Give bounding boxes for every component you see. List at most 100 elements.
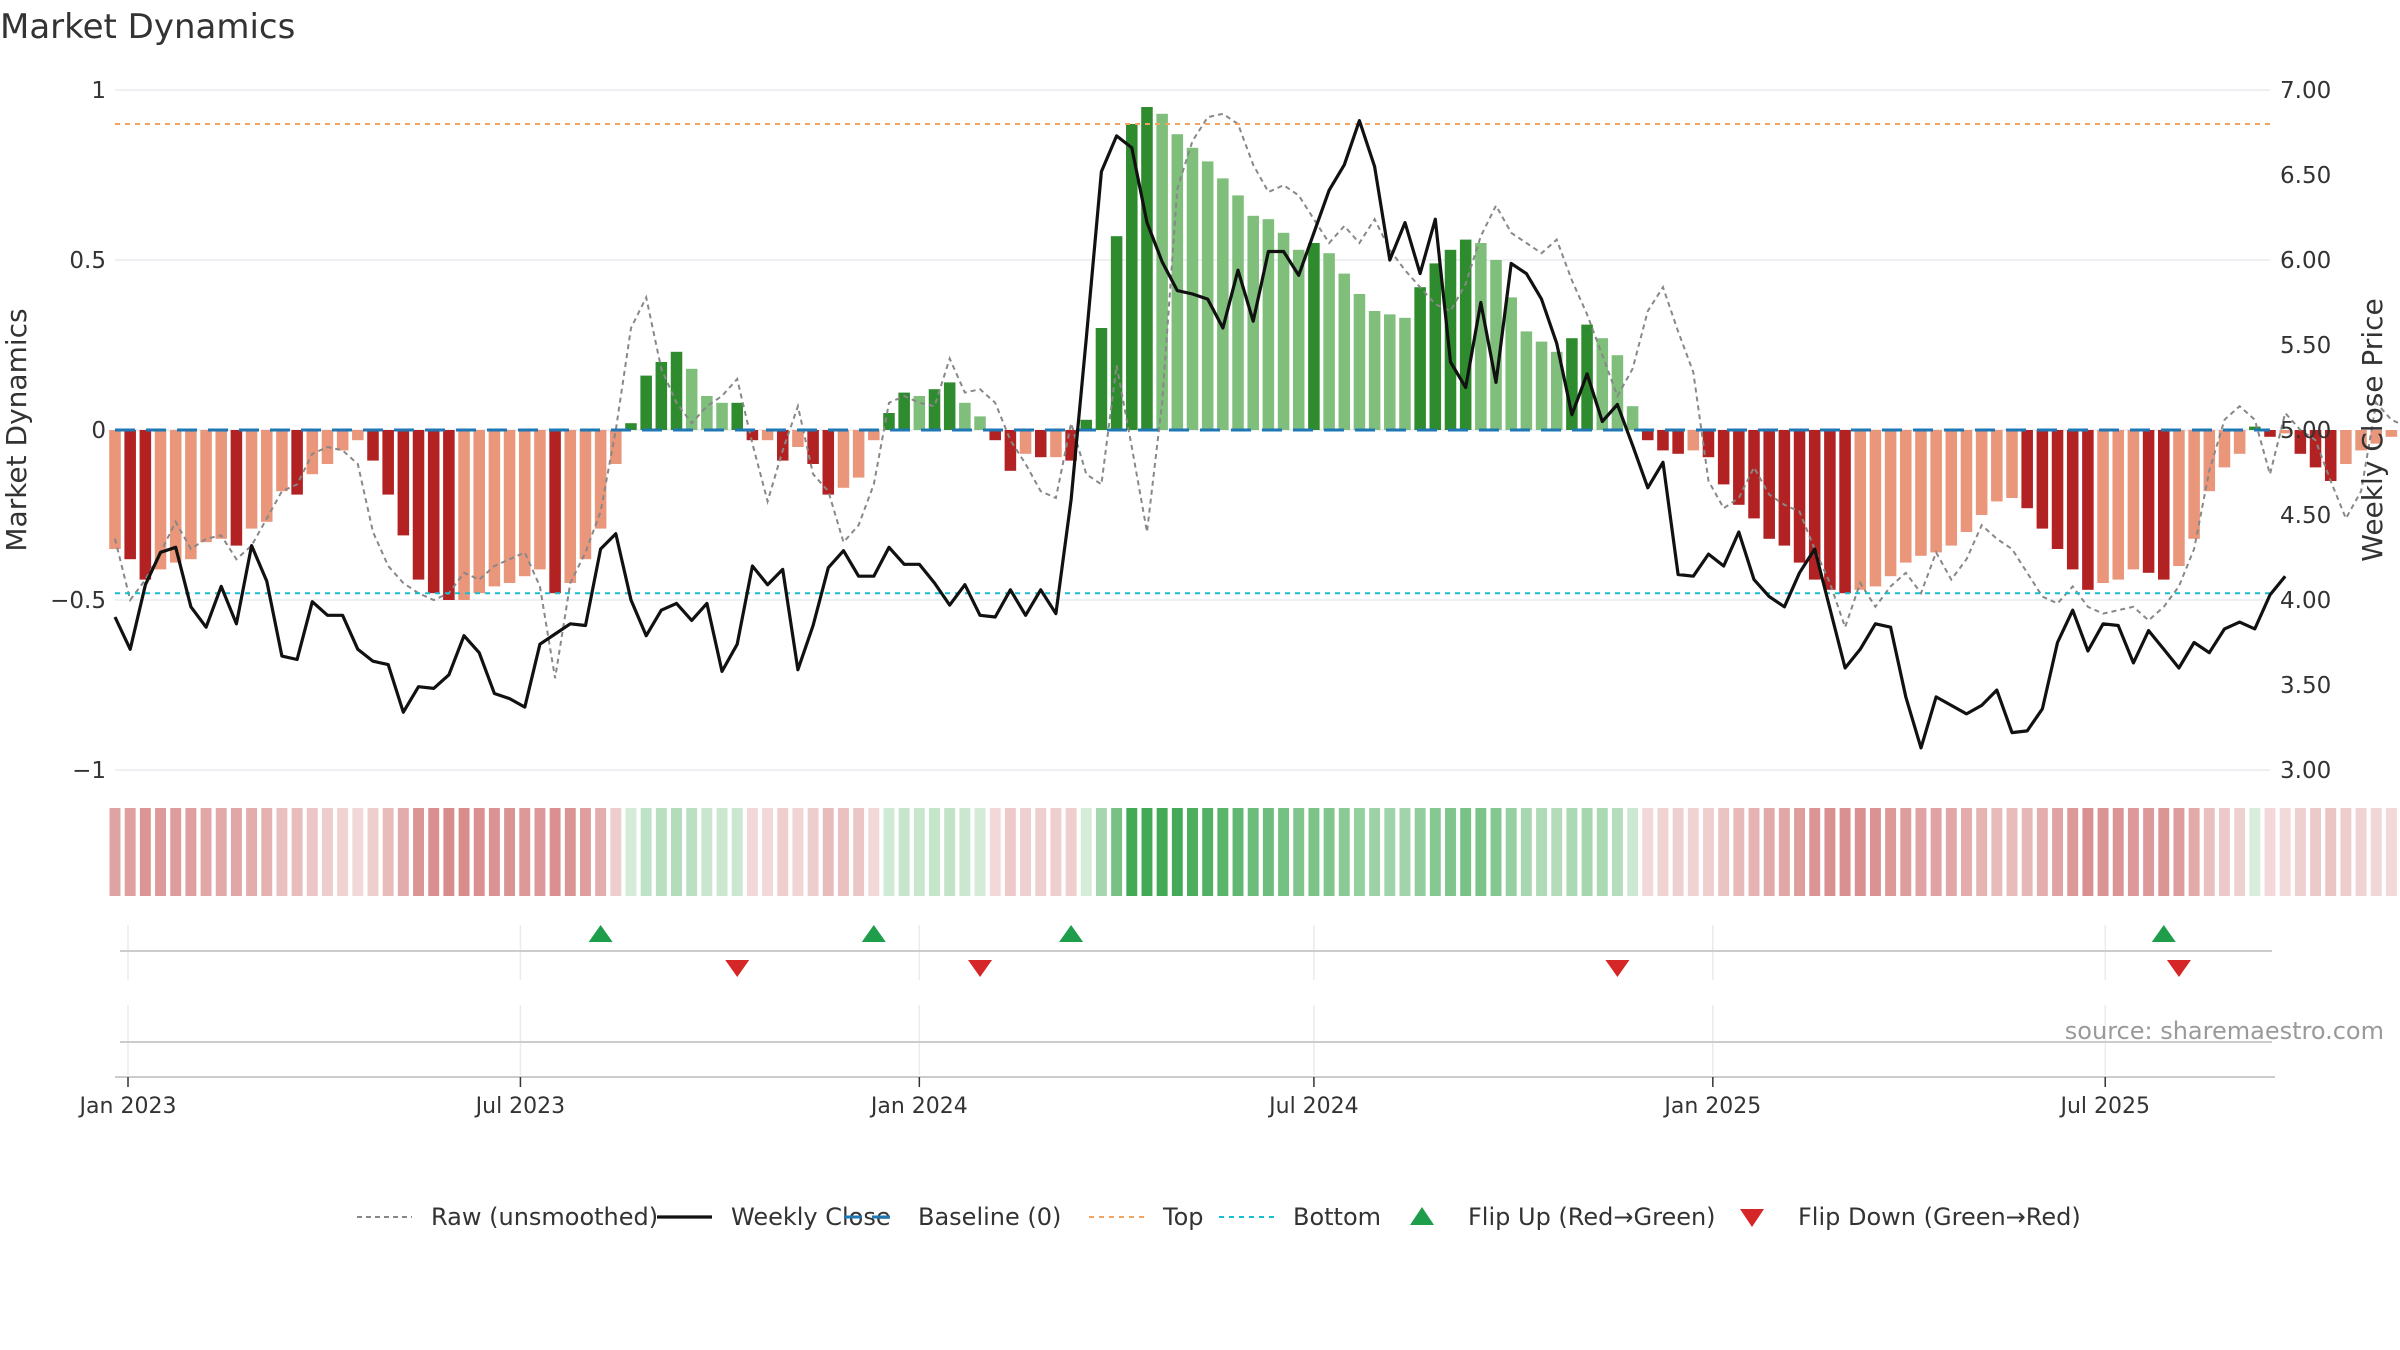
- strip-cell: [1414, 808, 1426, 896]
- y-tick-label: 0.5: [69, 248, 106, 274]
- bar: [1854, 430, 1867, 590]
- strip-cell: [382, 808, 394, 896]
- y-axis-label: Market Dynamics: [0, 308, 33, 551]
- bar: [2051, 430, 2064, 549]
- bar: [1399, 317, 1411, 430]
- bar: [2264, 430, 2276, 437]
- bar: [2158, 430, 2170, 580]
- strip-cell: [2370, 808, 2382, 896]
- strip-cell: [762, 808, 774, 896]
- bar: [2385, 430, 2398, 437]
- bar: [701, 396, 713, 430]
- strip-cell: [579, 808, 591, 896]
- x-tick-label: Jan 2025: [1662, 1094, 1761, 1119]
- strip-cell: [109, 808, 121, 896]
- flip-down-marker: [2166, 960, 2191, 977]
- strip-cell: [1202, 808, 1214, 896]
- y-tick-label: −1: [72, 758, 106, 784]
- bar: [1839, 430, 1851, 594]
- strip-cell: [2173, 808, 2185, 896]
- strip-cell: [1353, 808, 1365, 896]
- bar: [2355, 430, 2367, 451]
- bar: [2021, 430, 2033, 509]
- strip-cell: [1126, 808, 1138, 896]
- bar: [109, 430, 121, 549]
- legend-label: Top: [1162, 1203, 1204, 1231]
- bar: [382, 430, 394, 495]
- strip-cell: [913, 808, 925, 896]
- strip-cell: [1991, 808, 2003, 896]
- strip-cell: [1976, 808, 1988, 896]
- legend-label: Weekly Close: [731, 1203, 891, 1231]
- x-tick-label: Jan 2023: [78, 1094, 177, 1119]
- bar: [2370, 430, 2382, 444]
- strip-cell: [1824, 808, 1836, 896]
- strip-cell: [291, 808, 303, 896]
- strip-cell: [2067, 808, 2079, 896]
- strip-cell: [1050, 808, 1062, 896]
- strip-cell: [2203, 808, 2215, 896]
- bar: [2249, 426, 2261, 430]
- strip-cell: [2052, 808, 2063, 896]
- strip-cell: [2006, 808, 2018, 896]
- bar: [1095, 328, 1108, 430]
- bar: [2203, 430, 2216, 492]
- strip-cell: [1945, 808, 1957, 896]
- bar: [1535, 341, 1548, 430]
- dynamics-bars: [109, 107, 2398, 600]
- strip-cell: [792, 808, 804, 896]
- strip-cell: [2097, 808, 2109, 896]
- bar: [1247, 215, 1259, 430]
- flip-up-marker: [2151, 925, 2176, 942]
- bar: [959, 402, 971, 430]
- strip-cell: [1308, 808, 1320, 896]
- strip-cell: [337, 808, 349, 896]
- y2-tick-label: 4.50: [2280, 503, 2331, 529]
- strip-cell: [261, 808, 273, 896]
- bar: [610, 430, 622, 464]
- bar: [534, 430, 546, 570]
- strip-cell: [1323, 808, 1335, 896]
- bar: [974, 416, 986, 430]
- bar: [154, 430, 167, 570]
- bar: [397, 430, 410, 536]
- y2-tick-label: 4.00: [2280, 588, 2331, 614]
- bar: [1672, 430, 1684, 454]
- strip-cell: [1869, 808, 1881, 896]
- strip-cell: [2036, 808, 2048, 896]
- bar: [1626, 406, 1639, 430]
- strip-cell: [352, 808, 364, 896]
- y-tick-label: −0.5: [50, 588, 106, 614]
- strip-cell: [276, 808, 288, 896]
- bar: [230, 430, 243, 546]
- y-tick-label: 1: [91, 78, 106, 104]
- strip-cell: [1627, 808, 1639, 896]
- strip-cell: [1460, 808, 1472, 896]
- strip-cell: [1961, 808, 1972, 896]
- bar: [2233, 430, 2246, 454]
- bar: [2142, 430, 2155, 573]
- bar: [1490, 260, 1502, 430]
- bar: [276, 430, 288, 492]
- strip-cell: [1885, 808, 1897, 896]
- strip-cell: [124, 808, 136, 896]
- strip-cell: [1718, 808, 1730, 896]
- strip-cell: [1217, 808, 1229, 896]
- bar: [503, 430, 516, 583]
- bar: [1657, 430, 1669, 451]
- flip-up-marker: [1059, 925, 1084, 942]
- y-tick-label: 0: [91, 418, 106, 444]
- strip-cell: [1748, 808, 1760, 896]
- strip-cell: [1839, 808, 1851, 896]
- strip-cell: [1490, 808, 1502, 896]
- strip-cell: [2021, 808, 2033, 896]
- strip-cell: [1035, 808, 1047, 896]
- raw-line: [114, 112, 2400, 679]
- bar: [2036, 430, 2049, 529]
- bar: [1778, 430, 1791, 546]
- bar: [1141, 107, 1153, 430]
- bar: [1080, 419, 1093, 430]
- bar: [2188, 430, 2200, 539]
- bar: [670, 351, 683, 430]
- bar: [761, 430, 774, 441]
